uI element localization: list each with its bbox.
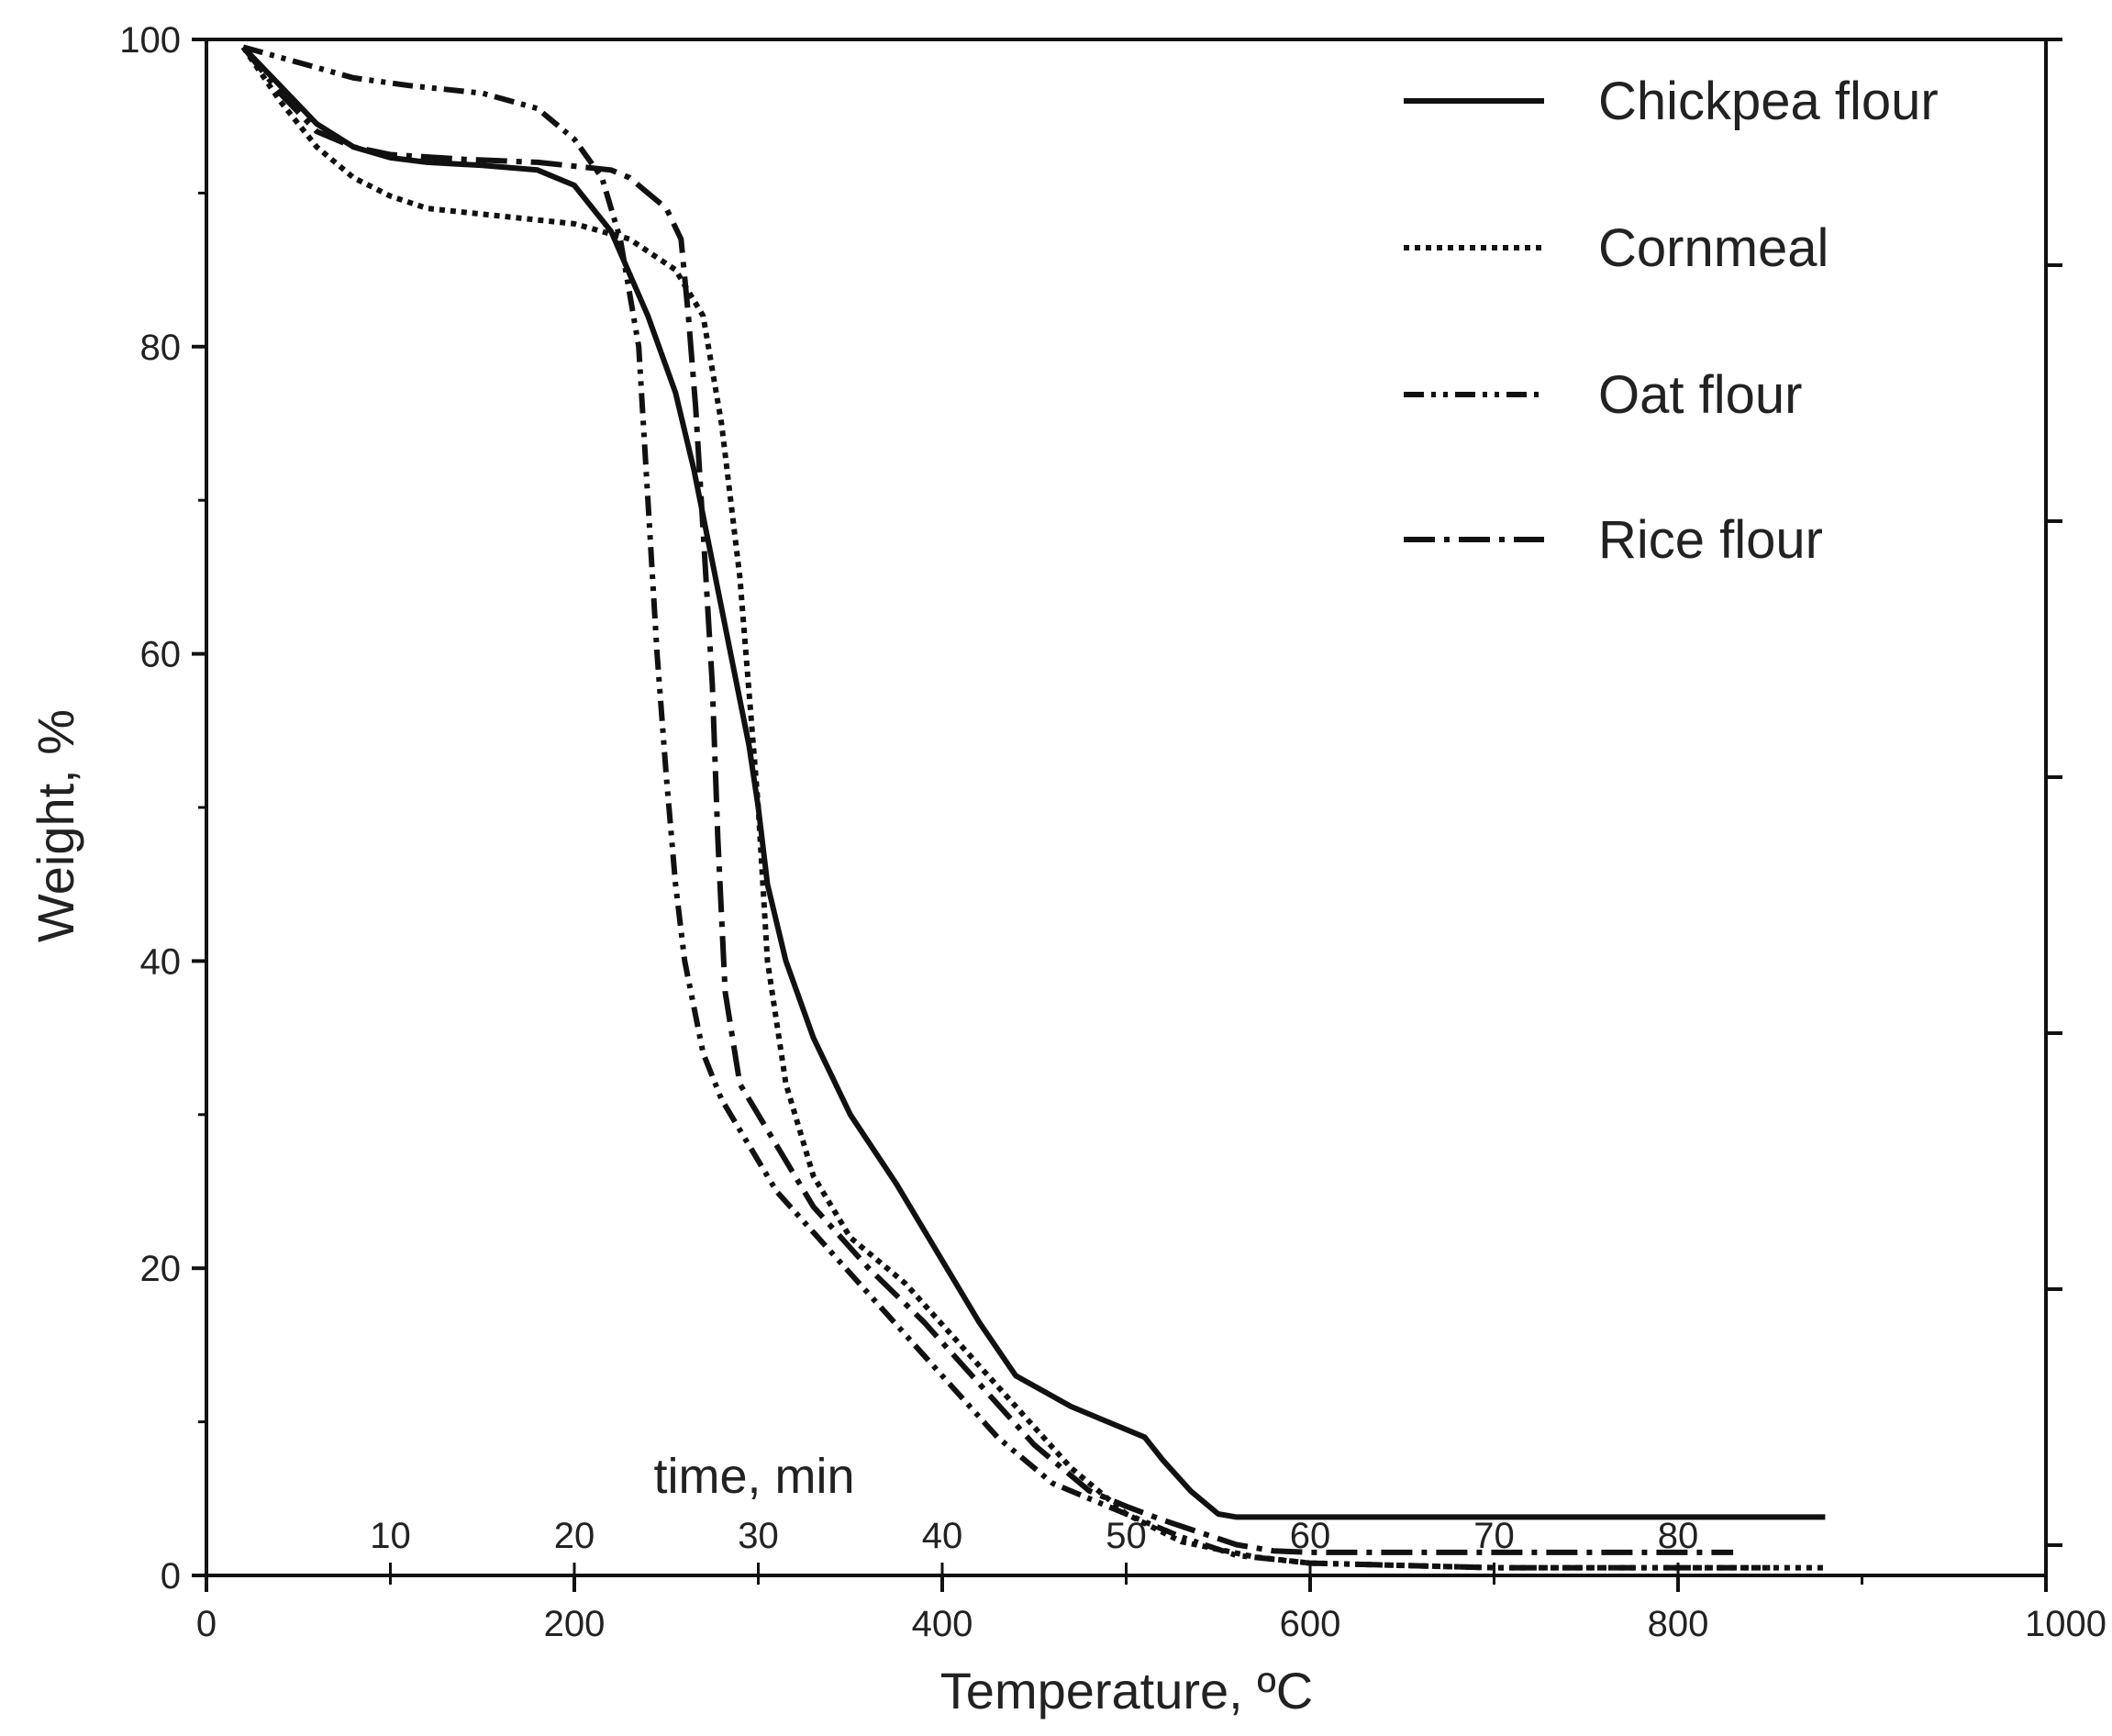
y-axis-ticks: 0 20 40 60 80 100: [119, 20, 206, 1597]
legend-label: Oat flour: [1598, 365, 1802, 425]
y-tick-label: 60: [140, 635, 182, 675]
legend: Chickpea flour Cornmeal Oat flour Rice flou…: [1404, 72, 1939, 570]
x-axis-ticks: 0 200 400 600 800 1000: [196, 1575, 2106, 1644]
x-tick-label: 800: [1648, 1604, 1709, 1644]
time-tick-label: 30: [738, 1516, 779, 1556]
x-tick-label: 400: [912, 1604, 973, 1644]
legend-label: Rice flour: [1598, 510, 1823, 570]
series-line-cornmeal: [240, 45, 1826, 1571]
y-axis-title: Weight, %: [27, 709, 84, 942]
time-axis-ticks: 10 20 30 40 50 60 70 80: [370, 1516, 1698, 1575]
y-tick-label: 100: [119, 20, 181, 61]
x-tick-label: 1000: [2025, 1604, 2106, 1644]
y-tick-label: 20: [140, 1249, 182, 1289]
x-tick-label: 200: [544, 1604, 606, 1644]
y-tick-label: 80: [140, 328, 182, 368]
series-lines: [240, 44, 1826, 1571]
legend-label: Chickpea flour: [1598, 72, 1939, 131]
time-tick-label: 20: [554, 1516, 595, 1556]
time-tick-label: 40: [922, 1516, 963, 1556]
right-axis-ticks: [2046, 38, 2062, 1547]
time-tick-label: 80: [1658, 1516, 1699, 1556]
series-line-rice-flour: [240, 45, 1734, 1555]
x-tick-label: 0: [196, 1604, 217, 1644]
legend-label: Cornmeal: [1598, 218, 1829, 278]
series-line-oat-flour: [242, 44, 1771, 1571]
y-tick-label: 40: [140, 941, 182, 982]
time-tick-label: 10: [370, 1516, 411, 1556]
time-axis-title: time, min: [653, 1449, 854, 1504]
series-line-chickpea-flour: [240, 45, 1826, 1520]
x-tick-label: 600: [1280, 1604, 1341, 1644]
time-tick-label: 50: [1106, 1516, 1147, 1556]
time-tick-label: 70: [1473, 1516, 1515, 1556]
y-tick-label: 0: [161, 1556, 181, 1597]
x-axis-title: Temperature, ºC: [940, 1662, 1313, 1719]
